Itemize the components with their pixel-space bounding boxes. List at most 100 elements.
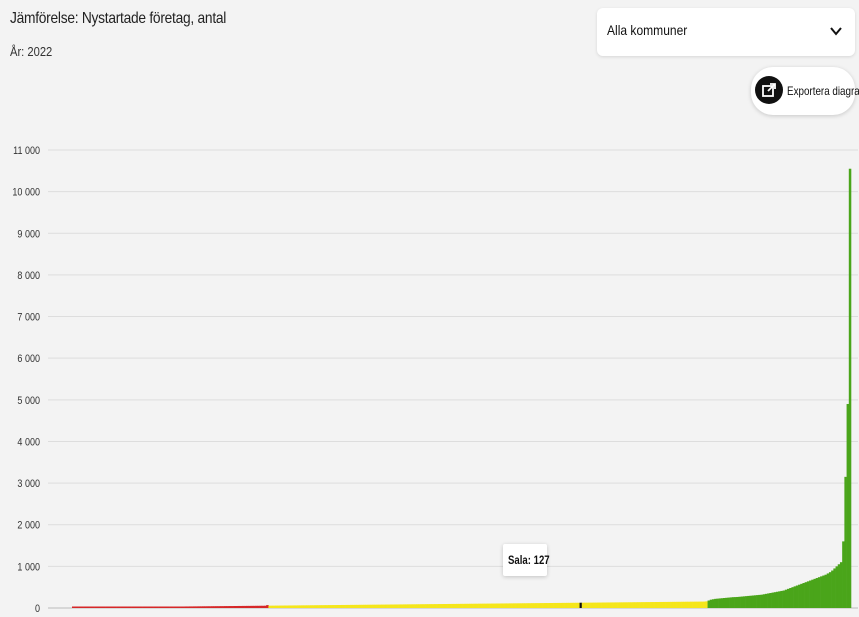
bar: [162, 606, 165, 608]
bar: [778, 591, 781, 608]
bar: [800, 583, 803, 608]
municipality-select-value: Alla kommuner: [607, 22, 688, 38]
bar: [665, 601, 669, 608]
bar: [813, 578, 816, 608]
municipality-select[interactable]: Alla kommuner: [597, 8, 855, 56]
bar: [444, 604, 448, 608]
bar: [266, 605, 269, 608]
bar: [606, 602, 609, 608]
bar: [252, 605, 256, 608]
bars: [72, 168, 852, 608]
bar: [557, 602, 561, 608]
bar: [191, 606, 194, 608]
bar: [433, 604, 437, 608]
export-chart-button[interactable]: Exportera diagram: [751, 67, 859, 115]
bar: [597, 602, 600, 608]
bar: [784, 589, 788, 608]
bar: [592, 602, 596, 608]
bar: [158, 606, 161, 608]
bar: [645, 602, 649, 608]
bar: [535, 603, 538, 608]
bar: [506, 603, 510, 608]
bar: [577, 602, 580, 608]
bar: [314, 605, 318, 608]
bar: [515, 603, 519, 608]
bar: [239, 605, 243, 608]
bar: [341, 604, 344, 608]
bar: [674, 601, 677, 608]
bar: [670, 601, 673, 608]
bar: [352, 604, 355, 608]
bar: [124, 606, 128, 608]
bar: [407, 604, 410, 608]
bar: [550, 603, 554, 608]
bar: [398, 604, 402, 608]
bar: [839, 562, 843, 608]
bar: [707, 600, 711, 608]
bar: [793, 586, 797, 608]
bar: [495, 603, 499, 608]
bar: [720, 598, 724, 608]
bar: [213, 606, 216, 608]
bar: [455, 603, 459, 608]
bar: [442, 604, 446, 608]
bar: [771, 592, 775, 608]
bar: [848, 168, 852, 608]
bar: [828, 572, 832, 608]
bar: [275, 605, 278, 608]
bar: [696, 601, 700, 608]
bar: [127, 606, 130, 608]
bar: [396, 604, 399, 608]
bar: [420, 604, 424, 608]
bar: [678, 601, 682, 608]
bar: [116, 606, 119, 608]
bar: [339, 605, 342, 608]
bar: [588, 602, 591, 608]
bar: [385, 604, 388, 608]
bar: [630, 602, 633, 608]
bar: [241, 605, 245, 608]
bar: [835, 566, 839, 608]
bar: [217, 606, 221, 608]
bar: [623, 602, 627, 608]
bar: [102, 606, 106, 608]
bar: [619, 602, 622, 608]
bar: [656, 602, 660, 608]
bar: [583, 602, 587, 608]
bar: [497, 603, 501, 608]
bar: [692, 601, 695, 608]
bar: [844, 476, 847, 608]
bar: [72, 606, 75, 608]
bar: [738, 596, 741, 608]
bar: [394, 604, 397, 608]
bar: [343, 604, 346, 608]
bar: [184, 606, 188, 608]
bar: [533, 603, 536, 608]
bar: [228, 606, 232, 608]
bar: [809, 580, 812, 608]
bar: [703, 601, 706, 608]
bar: [524, 603, 527, 608]
bar: [283, 605, 287, 608]
bar: [802, 583, 805, 608]
bar: [202, 606, 205, 608]
bar: [389, 604, 393, 608]
bar: [590, 602, 594, 608]
bar: [489, 603, 492, 608]
bar: [376, 604, 380, 608]
bar: [78, 606, 82, 608]
bar: [599, 602, 602, 608]
bar: [517, 603, 521, 608]
bar: [641, 602, 644, 608]
bar: [149, 606, 152, 608]
bar: [222, 606, 225, 608]
bar: [286, 605, 289, 608]
bar: [94, 606, 97, 608]
bar: [764, 593, 768, 608]
bar: [268, 605, 271, 608]
bar: [131, 606, 135, 608]
y-tick-label: 4 000: [17, 437, 40, 449]
bar: [553, 602, 556, 608]
y-tick-label: 6 000: [17, 353, 40, 365]
bar: [698, 601, 702, 608]
